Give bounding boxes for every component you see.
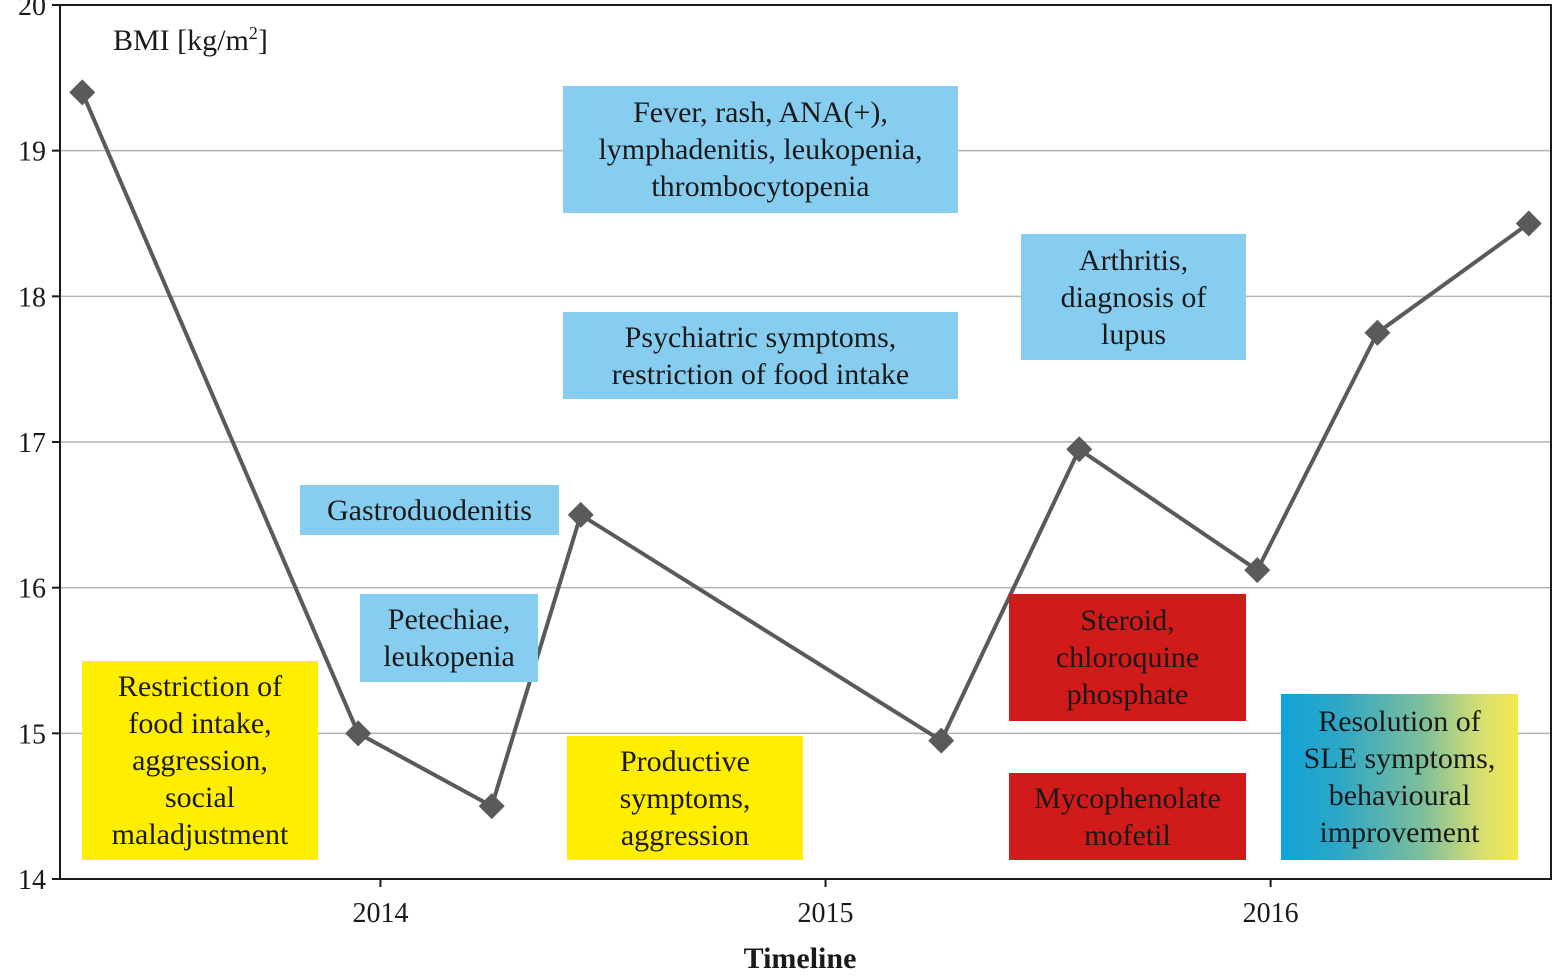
gridlines (60, 149, 1551, 735)
data-point-4 (928, 727, 955, 754)
y-axis-label-exponent: 2 (248, 23, 258, 43)
annotation-fever-rash: Fever, rash, ANA(+), lymphadenitis, leuk… (563, 86, 958, 213)
data-point-7 (1364, 319, 1391, 346)
x-ticks: 2014 2015 2016 (352, 879, 1299, 929)
y-tick-label-14: 14 (18, 865, 46, 896)
y-tick-label-16: 16 (18, 574, 46, 605)
y-tick-label-20: 20 (18, 0, 46, 22)
annotation-text: Restriction of food intake, aggression, … (111, 670, 289, 851)
y-tick-label-18: 18 (18, 282, 46, 313)
annotation-text: Gastroduodenitis (327, 493, 532, 527)
y-axis-label-text: BMI [kg/m (113, 24, 249, 57)
y-axis-label-close: ] (257, 24, 268, 57)
annotation-petechiae-leukopenia: Petechiae, leukopenia (360, 594, 538, 682)
annotation-steroid-chloroquine: Steroid, chloroquine phosphate (1009, 594, 1246, 721)
annotation-text: Fever, rash, ANA(+), lymphadenitis, leuk… (598, 96, 923, 203)
annotation-resolution-sle: Resolution of SLE symptoms, behavioural … (1281, 694, 1518, 860)
bmi-series (69, 79, 1542, 820)
y-tick-label-15: 15 (18, 719, 46, 750)
data-point-0 (69, 79, 96, 106)
data-point-6 (1244, 557, 1271, 584)
x-axis-label: Timeline (743, 942, 857, 975)
annotation-restriction-food-aggression: Restriction of food intake, aggression, … (82, 661, 318, 860)
annotation-text: Productive symptoms, aggression (619, 744, 751, 852)
annotation-productive-symptoms: Productive symptoms, aggression (567, 736, 803, 860)
plot-frame (59, 4, 1552, 880)
annotation-mycophenolate: Mycophenolate mofetil (1009, 773, 1246, 860)
data-point-1 (345, 720, 372, 747)
annotation-psychiatric-symptoms: Psychiatric symptoms, restriction of foo… (563, 312, 958, 399)
y-ticks: 14 15 16 17 18 19 20 (18, 0, 60, 896)
annotation-gastroduodenitis: Gastroduodenitis (300, 485, 559, 535)
data-point-2 (478, 793, 505, 820)
x-tick-label-2014: 2014 (352, 898, 408, 929)
x-tick-label-2015: 2015 (798, 898, 854, 929)
y-tick-label-19: 19 (18, 137, 46, 168)
annotation-text: Petechiae, leukopenia (383, 603, 515, 673)
data-point-5 (1066, 436, 1093, 463)
data-point-3 (567, 501, 594, 528)
x-tick-label-2016: 2016 (1243, 898, 1299, 929)
annotation-text: Resolution of SLE symptoms, behavioural … (1303, 705, 1496, 849)
y-tick-label-17: 17 (18, 428, 46, 459)
annotation-text: Psychiatric symptoms, restriction of foo… (611, 320, 910, 391)
annotation-text: Steroid, chloroquine phosphate (1055, 604, 1200, 711)
annotation-text: Arthritis, diagnosis of lupus (1060, 243, 1207, 351)
annotation-arthritis-lupus: Arthritis, diagnosis of lupus (1021, 234, 1246, 360)
y-axis-label: BMI [kg/m2] (113, 24, 268, 58)
data-point-8 (1515, 210, 1542, 237)
annotation-text: Mycophenolate mofetil (1034, 781, 1221, 852)
